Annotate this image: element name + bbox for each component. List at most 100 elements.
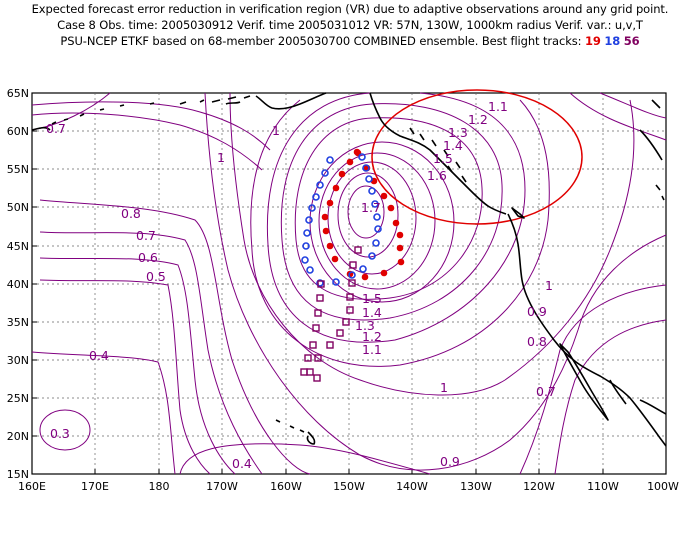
track-19-point xyxy=(338,170,346,178)
lon-label: 130W xyxy=(460,480,492,493)
lon-label: 160E xyxy=(18,480,46,493)
lat-label: 45N xyxy=(7,240,29,253)
track-56-point xyxy=(306,368,314,376)
track-18-point xyxy=(308,204,316,212)
contour-label: 0.8 xyxy=(527,334,547,349)
flight-track-56 xyxy=(300,246,362,382)
track-18-point xyxy=(362,164,370,172)
track-18-point xyxy=(359,265,367,273)
track-18-point xyxy=(373,213,381,221)
track-56-point xyxy=(346,293,354,301)
track-18-point xyxy=(302,242,310,250)
track-18-point xyxy=(365,175,373,183)
track-56-point xyxy=(314,309,322,317)
track-19-point xyxy=(380,269,388,277)
lon-label: 150W xyxy=(333,480,365,493)
lat-label: 55N xyxy=(7,163,29,176)
contour-label: 1 xyxy=(440,380,448,395)
contour-label: 0.8 xyxy=(121,206,141,221)
contour-label: 1.2 xyxy=(468,112,488,127)
track-56-point xyxy=(336,329,344,337)
contour-label: 0.4 xyxy=(89,348,109,363)
title-line-3: PSU-NCEP ETKF based on 68-member 2005030… xyxy=(0,34,700,48)
track-18-point xyxy=(303,229,311,237)
track-19-point xyxy=(321,213,329,221)
track-18-point xyxy=(301,256,309,264)
lon-label: 100W xyxy=(647,480,679,493)
contour-label: 1 xyxy=(545,278,553,293)
track-19-point xyxy=(353,148,361,156)
title-line-1: Expected forecast error reduction in ver… xyxy=(31,2,669,16)
track-19-point xyxy=(361,273,369,281)
track-19-label: 19 xyxy=(585,34,601,48)
lon-label: 120W xyxy=(523,480,555,493)
track-56-point xyxy=(349,261,357,269)
track-18-point xyxy=(305,216,313,224)
track-56-point xyxy=(317,280,325,288)
flight-track-18 xyxy=(301,153,382,287)
track-18-point xyxy=(326,156,334,164)
lon-label: 170E xyxy=(81,480,109,493)
contour-label: 0.3 xyxy=(50,426,70,441)
track-18-point xyxy=(348,271,356,279)
track-56-point xyxy=(304,354,312,362)
track-56-label: 56 xyxy=(623,34,640,48)
contour-label: 1 xyxy=(272,123,280,138)
track-18-point xyxy=(371,200,379,208)
track-19-point xyxy=(397,258,405,266)
track-56-point xyxy=(312,324,320,332)
track-18-point xyxy=(368,187,376,195)
track-56-point xyxy=(313,374,321,382)
axis-ticks xyxy=(31,92,667,475)
track-18-point xyxy=(312,193,320,201)
track-56-point xyxy=(300,368,308,376)
track-18-label: 18 xyxy=(604,34,621,48)
longitude-labels: 160E 170E 180 170W 160W 150W 140W 130W 1… xyxy=(18,480,679,493)
track-18-point xyxy=(332,278,340,286)
contour-label: 1.6 xyxy=(427,168,447,183)
contour-label: 1.1 xyxy=(362,342,382,357)
lat-label: 50N xyxy=(7,201,29,214)
contour-label: 1.1 xyxy=(488,99,508,114)
contour-label: 1 xyxy=(217,150,225,165)
track-18-point xyxy=(368,252,376,260)
lon-label: 160W xyxy=(270,480,302,493)
lat-label: 35N xyxy=(7,316,29,329)
track-19-point xyxy=(392,219,400,227)
lon-label: 170W xyxy=(206,480,238,493)
contour-label: 1.4 xyxy=(362,305,382,320)
contour-label: 0.4 xyxy=(232,456,252,471)
track-56-point xyxy=(326,341,334,349)
contour-label: 1.3 xyxy=(448,125,468,140)
contour-label: 1.4 xyxy=(443,138,463,153)
track-18-point xyxy=(316,181,324,189)
contour-label: 1.5 xyxy=(362,291,382,306)
track-18-point xyxy=(358,153,366,161)
lat-label: 30N xyxy=(7,354,29,367)
lat-label: 65N xyxy=(7,87,29,100)
lon-label: 110W xyxy=(587,480,619,493)
coastlines xyxy=(31,92,667,447)
contour-label: 1.5 xyxy=(433,151,453,166)
track-18-point xyxy=(316,279,324,287)
track-56-point xyxy=(354,246,362,254)
lon-label: 140W xyxy=(396,480,428,493)
contour-label: 1.2 xyxy=(362,329,382,344)
verification-region-circle xyxy=(371,89,583,225)
lat-label: 15N xyxy=(7,468,29,481)
contour-label: 0.7 xyxy=(136,228,156,243)
contour-label: 0.9 xyxy=(440,454,460,469)
track-19-point xyxy=(331,255,339,263)
contour-label: 0.9 xyxy=(527,304,547,319)
contour-label: 0.7 xyxy=(536,384,556,399)
contour-labels: 1.1 1.2 1.3 1.4 1.5 1.6 1.7 1 1 1 1 0.7 … xyxy=(46,99,556,471)
graticule xyxy=(32,93,666,474)
track-19-point xyxy=(346,158,354,166)
contour-label: 1.7 xyxy=(361,200,381,215)
contour-label: 1.3 xyxy=(355,318,375,333)
track-19-point xyxy=(326,199,334,207)
title-line-2: Case 8 Obs. time: 2005030912 Verif. time… xyxy=(57,18,643,32)
track-19-point xyxy=(322,227,330,235)
contour-label: 0.5 xyxy=(146,269,166,284)
